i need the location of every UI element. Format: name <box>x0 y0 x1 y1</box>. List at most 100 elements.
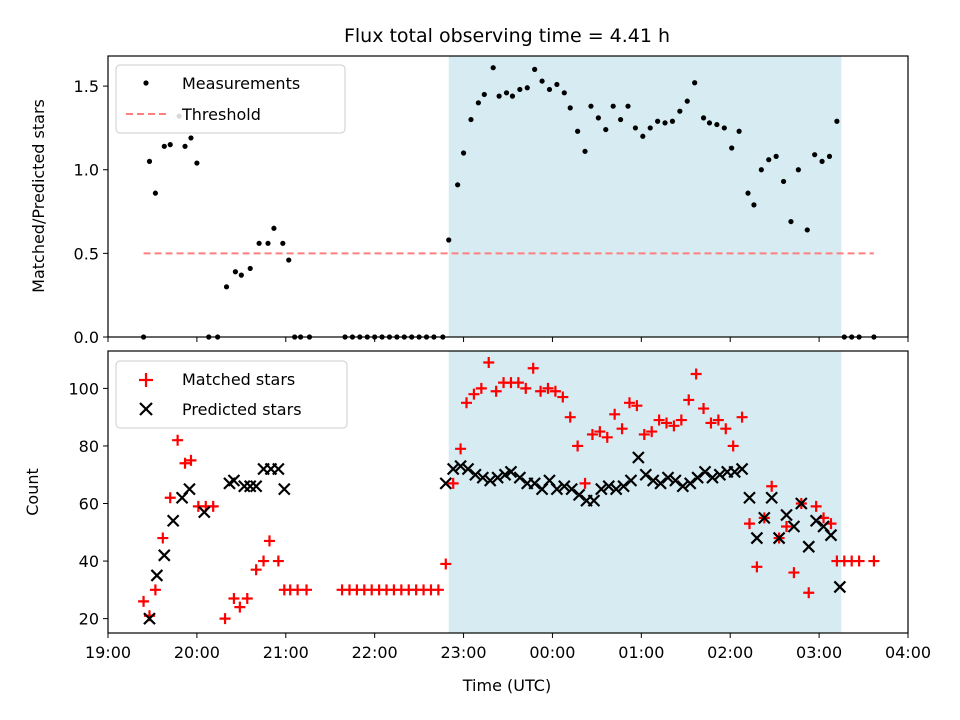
predicted-stars-point <box>780 508 793 522</box>
measurements-point <box>826 153 833 159</box>
measurements-point <box>588 103 594 109</box>
matched-stars-point <box>653 414 665 426</box>
matched-stars-point <box>468 388 480 400</box>
matched-stars-point <box>440 558 452 570</box>
matched-stars-point <box>853 555 865 567</box>
predicted-stars-point <box>476 471 490 484</box>
measurements-point <box>265 240 271 246</box>
x-tick-label: 01:00 <box>618 643 664 662</box>
matched-stars-point <box>579 477 591 489</box>
measurements-point <box>188 135 194 141</box>
measurements-point <box>603 126 609 133</box>
matched-stars-point <box>432 584 444 596</box>
predicted-stars-point <box>683 477 697 490</box>
measurements-point <box>167 142 173 148</box>
predicted-stars-point <box>439 477 453 490</box>
predicted-stars-point <box>587 494 601 507</box>
measurements-point <box>745 190 751 196</box>
x-tick-label: 20:00 <box>174 643 220 662</box>
measurements-point <box>238 272 244 278</box>
legend-label-measurements: Measurements <box>182 74 300 93</box>
matched-stars-point <box>301 584 313 596</box>
measurements-point <box>575 128 581 134</box>
top-y-ticks: 0.0 0.5 1.0 1.5 <box>74 77 108 347</box>
top-panel: 0.0 0.5 1.0 1.5 Matched/Predicted stars Mea… <box>29 55 909 347</box>
predicted-stars-point <box>624 474 638 487</box>
top-y-axis-label: Matched/Predicted stars <box>29 99 48 293</box>
matched-stars-point <box>803 587 815 599</box>
predicted-stars-point <box>595 482 608 496</box>
matched-stars-point <box>149 584 161 596</box>
predicted-stars-point <box>691 471 704 484</box>
measurements-point <box>788 218 794 225</box>
predicted-stars-point <box>669 474 682 487</box>
matched-stars-point <box>675 414 687 426</box>
measurements-point <box>655 118 661 124</box>
measurements-point <box>152 190 159 196</box>
measurements-point <box>617 116 624 123</box>
y-tick-label: 60 <box>79 495 99 514</box>
measurements-point <box>721 125 727 131</box>
matched-stars-point <box>601 431 613 443</box>
legend-marker-matched-stars <box>139 373 153 387</box>
matched-stars-point <box>527 362 539 374</box>
predicted-stars-point <box>617 479 630 493</box>
measurements-point <box>256 240 262 246</box>
predicted-stars-point <box>249 479 263 493</box>
matched-stars-point <box>631 400 643 412</box>
predicted-stars-point <box>143 612 156 625</box>
predicted-stars-point <box>454 459 467 473</box>
predicted-stars-point <box>528 477 541 490</box>
predicted-stars-point <box>158 549 171 562</box>
measurements-point <box>834 118 840 124</box>
matched-stars-point <box>868 555 880 567</box>
matched-stars-point <box>609 408 621 420</box>
measurements-point <box>812 152 818 158</box>
measurements-point <box>146 158 153 164</box>
matched-stars-point <box>743 518 755 530</box>
measurements-point <box>677 108 683 114</box>
top-legend: Measurements Threshold <box>115 64 346 134</box>
matched-stars-point <box>520 382 532 394</box>
measurements-point <box>625 103 631 109</box>
bottom-panel: 20 40 60 80 100 19:00 20:00 21:00 22:00 23:00 00:… <box>23 350 931 695</box>
measurements-point <box>517 86 523 93</box>
measurements-point <box>773 153 779 159</box>
measurements-point <box>736 128 742 134</box>
predicted-stars-point <box>698 465 712 479</box>
legend-label-predicted-stars: Predicted stars <box>182 400 302 419</box>
predicted-stars-point <box>491 471 504 484</box>
matched-stars-point <box>810 500 822 512</box>
predicted-stars-point <box>632 451 645 464</box>
predicted-stars-point <box>706 471 719 484</box>
predicted-stars-point <box>743 491 756 505</box>
measurements-point <box>647 125 653 131</box>
y-tick-label: 100 <box>68 379 99 398</box>
measurements-point <box>561 90 567 96</box>
predicted-stars-point <box>272 462 285 476</box>
predicted-stars-point <box>809 514 823 528</box>
legend-label-threshold: Threshold <box>181 105 261 124</box>
bottom-legend-box <box>115 360 348 429</box>
matched-stars-point <box>179 457 191 469</box>
bottom-legend: Matched stars Predicted stars <box>115 360 348 429</box>
y-tick-label: 1.5 <box>74 77 99 96</box>
measurements-point <box>669 118 676 124</box>
measurements-point <box>503 90 510 96</box>
matched-stars-point <box>705 417 717 429</box>
bottom-axes-frame <box>107 350 909 634</box>
predicted-stars-point <box>787 520 801 533</box>
x-tick-label: 22:00 <box>352 643 398 662</box>
bottom-x-ticks: 19:00 20:00 21:00 22:00 23:00 00:00 01:00 02:00… <box>85 633 931 662</box>
measurements-point <box>481 91 487 98</box>
predicted-stars-point <box>513 471 527 484</box>
measurements-point <box>554 81 560 88</box>
predicted-stars-point <box>572 488 586 502</box>
y-tick-label: 1.0 <box>74 161 99 180</box>
measurements-point <box>751 202 757 208</box>
predicted-stars-point <box>654 477 667 490</box>
matched-stars-point <box>542 382 554 394</box>
predicted-stars-point <box>795 497 808 510</box>
matched-stars-point <box>698 403 710 415</box>
